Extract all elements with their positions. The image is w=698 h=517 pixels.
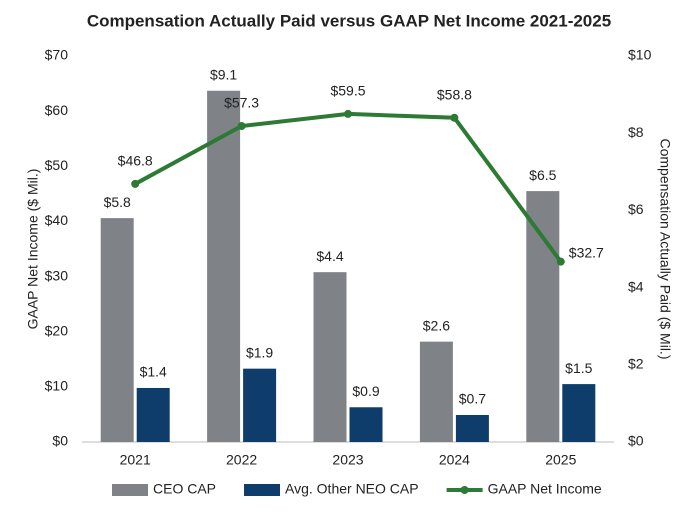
x-tick-label: 2024 [439, 452, 470, 468]
y2-tick-label: $0 [628, 433, 644, 449]
x-tick-label: 2022 [226, 452, 257, 468]
bar [207, 90, 241, 443]
bar-value-label: $9.1 [210, 66, 237, 82]
y2-tick-label: $2 [628, 356, 644, 372]
bar [313, 272, 347, 442]
line-value-label: $32.7 [569, 244, 604, 260]
x-tick-label: 2023 [332, 452, 363, 468]
y2-tick-label: $4 [628, 278, 644, 294]
line-value-label: $57.3 [224, 95, 259, 111]
bar-value-label: $1.9 [246, 344, 273, 360]
y2-tick-label: $6 [628, 201, 644, 217]
y2-tick-label: $10 [628, 47, 652, 63]
legend-swatch [244, 484, 281, 496]
bar [526, 191, 560, 442]
line-marker [344, 109, 352, 118]
legend-marker [460, 486, 469, 494]
legend-label: GAAP Net Income [488, 481, 602, 497]
bar-value-label: $4.4 [316, 248, 343, 264]
line-marker [131, 179, 140, 188]
y-axis-label: GAAP Net Income ($ Mil.) [25, 169, 41, 330]
line [134, 111, 563, 263]
line-value-label: $59.5 [330, 83, 365, 99]
y2-axis-label: Compensation Actually Paid ($ Mil.) [657, 139, 673, 360]
bar [419, 341, 453, 442]
bar-value-label: $0.9 [352, 383, 379, 399]
chart-title: Compensation Actually Paid versus GAAP N… [87, 11, 611, 30]
line-marker [556, 257, 565, 266]
bar-value-label: $0.7 [459, 391, 486, 407]
x-tick-label: 2025 [545, 452, 576, 468]
legend-label: CEO CAP [153, 481, 216, 497]
bar [100, 218, 134, 442]
bar-value-label: $2.6 [423, 317, 450, 333]
bar [136, 387, 170, 442]
y-tick-label: $10 [45, 378, 69, 394]
line-value-label: $58.8 [437, 86, 472, 102]
y-tick-label: $40 [45, 212, 69, 228]
bar-value-label: $1.5 [565, 360, 592, 376]
y-tick-label: $30 [45, 267, 69, 283]
y-tick-label: $60 [45, 102, 69, 118]
bar-value-label: $1.4 [140, 364, 167, 380]
bar [455, 414, 489, 442]
x-tick-label: 2021 [120, 452, 151, 468]
bar [349, 407, 383, 442]
line-marker [237, 122, 246, 131]
y-tick-label: $20 [45, 322, 69, 338]
bar [562, 384, 596, 442]
y-tick-label: $0 [52, 433, 68, 449]
legend-swatch [112, 484, 148, 496]
y2-tick-label: $8 [628, 124, 644, 140]
legend-label: Avg. Other NEO CAP [285, 481, 419, 497]
line-value-label: $46.8 [118, 153, 153, 169]
bar [243, 368, 277, 442]
y-tick-label: $50 [45, 157, 69, 173]
line-marker [450, 113, 459, 122]
bar-value-label: $6.5 [529, 167, 556, 183]
bar-value-label: $5.8 [104, 194, 131, 210]
y-tick-label: $70 [45, 47, 69, 63]
